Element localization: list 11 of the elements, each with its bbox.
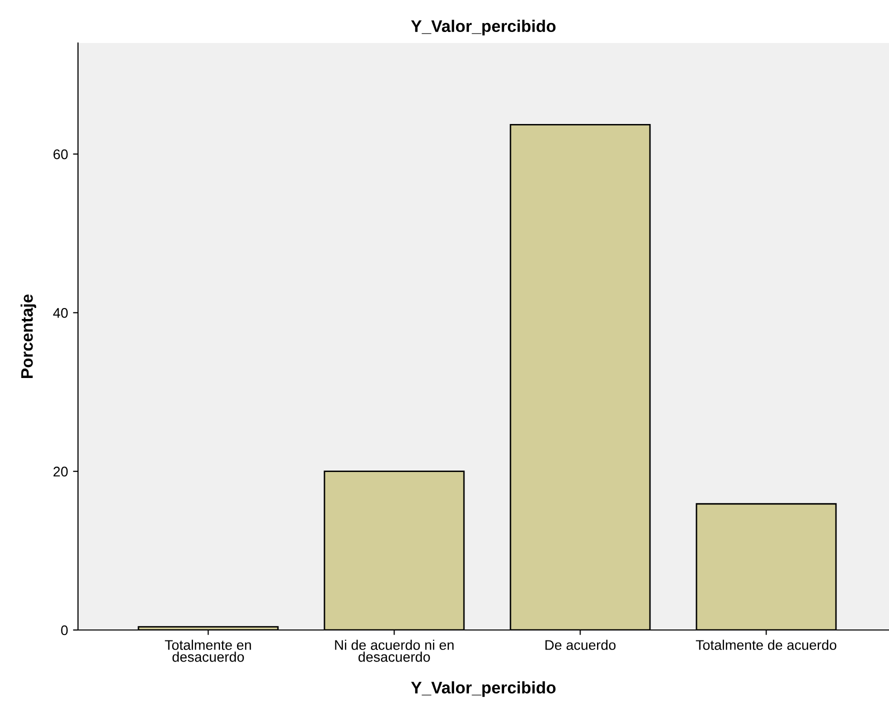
y-tick-label: 40 xyxy=(53,308,68,318)
x-axis-title: Y_Valor_percibido xyxy=(411,681,556,697)
x-tick-label: Totalmente en desacuerdo xyxy=(164,640,251,662)
y-axis-title: Porcentaje xyxy=(20,294,36,378)
y-tick-label: 0 xyxy=(61,625,68,636)
x-tick-label: Ni de acuerdo ni en desacuerdo xyxy=(335,640,454,662)
x-tick-label: De acuerdo xyxy=(545,640,616,650)
y-tick-label: 60 xyxy=(54,149,68,160)
y-tick-label: 20 xyxy=(54,466,68,477)
chart-title: Y_Valor_percibido xyxy=(411,20,556,36)
x-tick-label: Totalmente de acuerdo xyxy=(696,640,836,650)
